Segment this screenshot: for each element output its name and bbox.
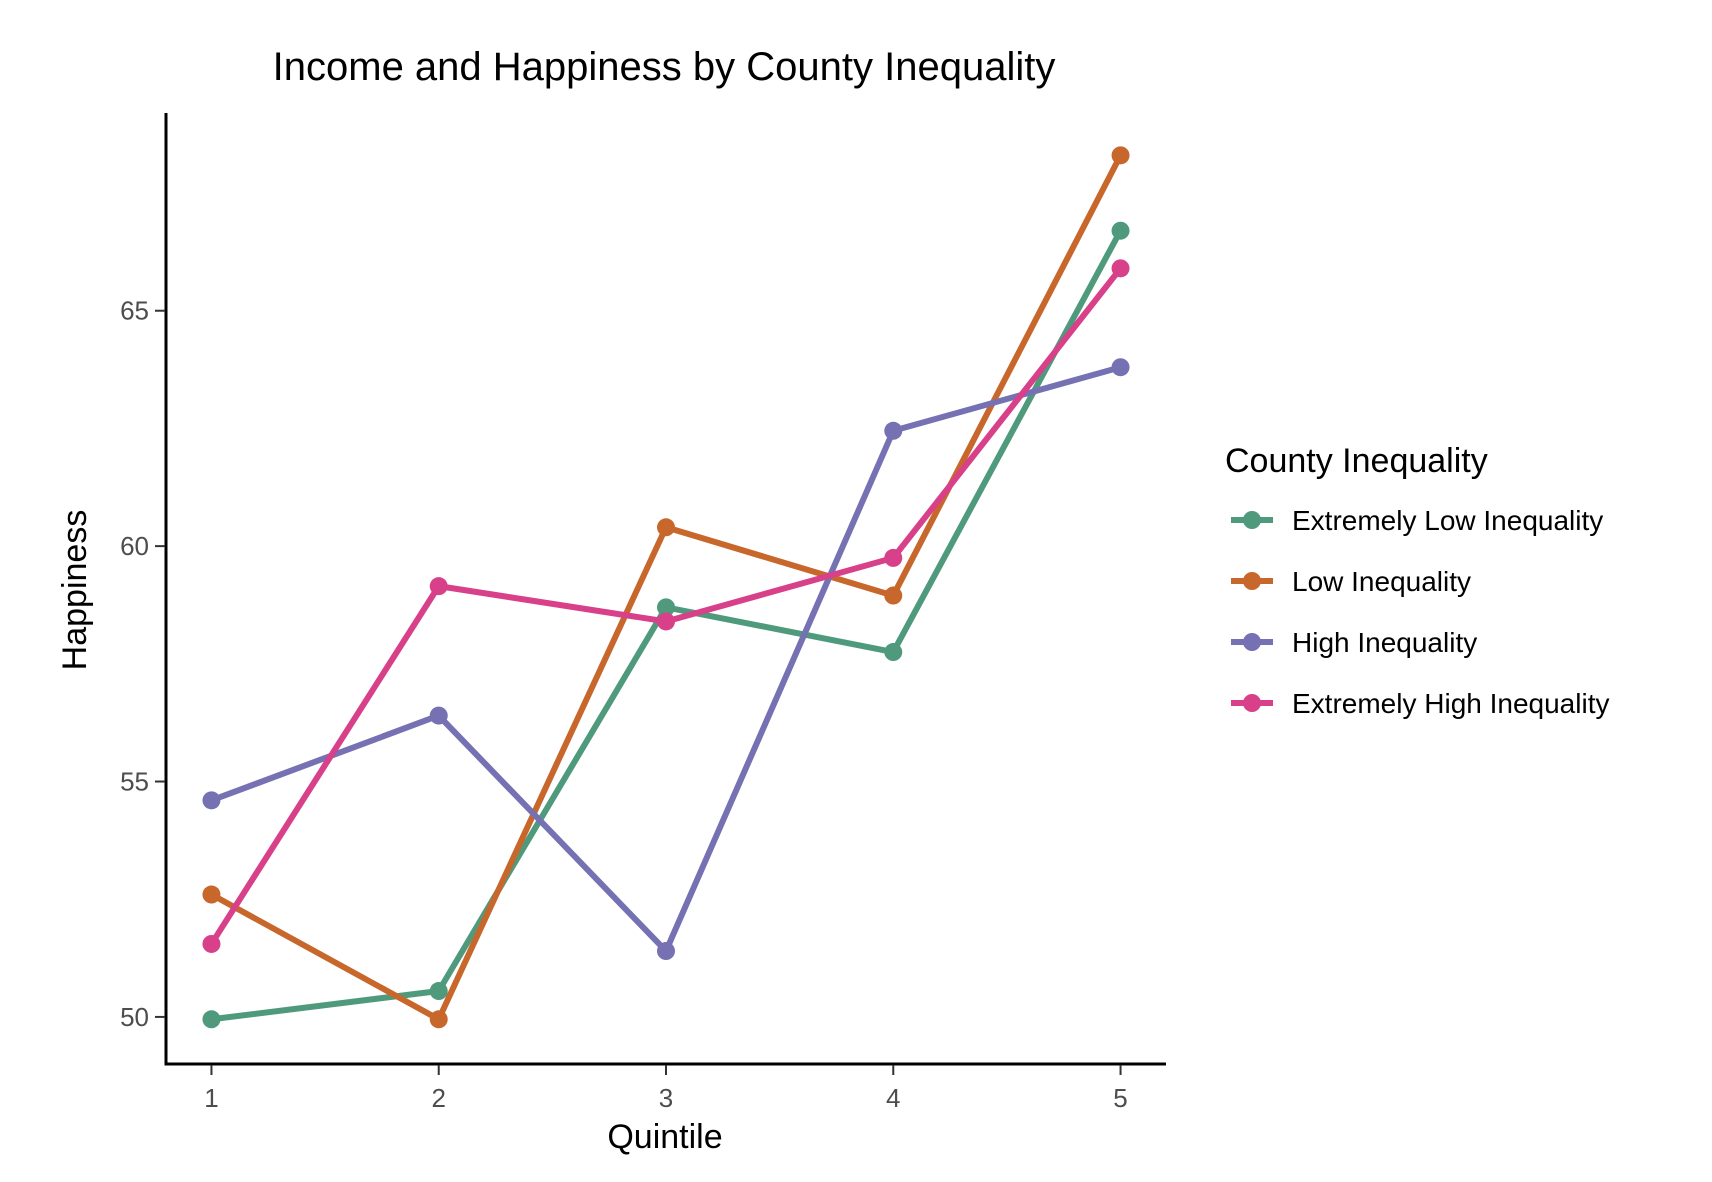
legend-point-swatch [1243, 633, 1261, 651]
y-tick-label: 55 [120, 767, 149, 797]
data-point [884, 643, 903, 662]
data-point [429, 577, 448, 596]
legend-title: County Inequality [1225, 442, 1488, 480]
legend-item: Extremely Low Inequality [1231, 505, 1603, 536]
legend-item: Extremely High Inequality [1231, 688, 1609, 719]
legend-point-swatch [1243, 511, 1261, 529]
data-point [429, 706, 448, 725]
data-point [657, 612, 675, 631]
y-axis-ticks: 50 55 60 65 [120, 296, 165, 1032]
data-point [202, 791, 221, 810]
data-point [1111, 358, 1130, 377]
data-point [1111, 259, 1130, 278]
x-tick-label: 4 [886, 1083, 900, 1113]
data-point [429, 1010, 448, 1029]
legend-point-swatch [1243, 572, 1261, 590]
x-tick-label: 1 [204, 1083, 218, 1113]
legend-item: Low Inequality [1231, 566, 1471, 597]
series-1 [202, 221, 1130, 1029]
data-point [202, 1010, 221, 1029]
data-point [1111, 221, 1130, 240]
data-point [202, 934, 221, 953]
data-point [202, 885, 221, 904]
legend-point-swatch [1243, 694, 1261, 712]
series-2 [202, 146, 1130, 1029]
legend-label: Low Inequality [1292, 566, 1471, 597]
x-tick-label: 5 [1113, 1083, 1127, 1113]
series-line [210, 364, 1122, 955]
data-point [429, 982, 448, 1001]
legend: County Inequality Extremely Low Inequali… [1225, 442, 1609, 719]
x-tick-label: 3 [659, 1083, 673, 1113]
data-point [884, 548, 903, 567]
data-point [884, 586, 903, 605]
data-point [884, 421, 903, 440]
data-point [657, 518, 675, 537]
series-4 [202, 259, 1130, 953]
legend-label: High Inequality [1292, 627, 1477, 658]
x-axis-title: Quintile [607, 1118, 722, 1156]
data-point [1111, 146, 1130, 165]
legend-label: Extremely High Inequality [1292, 688, 1609, 719]
series-line [210, 153, 1124, 1023]
y-tick-label: 60 [120, 531, 149, 561]
y-axis-title: Happiness [56, 510, 94, 671]
y-tick-label: 65 [120, 296, 149, 326]
legend-label: Extremely Low Inequality [1292, 505, 1603, 536]
legend-items: Extremely Low Inequality Low Inequality Hi… [1231, 505, 1609, 719]
y-tick-label: 50 [120, 1002, 149, 1032]
data-point [657, 942, 675, 961]
x-tick-label: 2 [431, 1083, 445, 1113]
data-point [657, 598, 675, 617]
x-axis-ticks: 1 2 3 4 5 [204, 1065, 1128, 1113]
chart-title: Income and Happiness by County Inequalit… [273, 45, 1056, 89]
legend-item: High Inequality [1231, 627, 1477, 658]
series-3 [202, 358, 1130, 961]
plot-area [202, 146, 1130, 1029]
